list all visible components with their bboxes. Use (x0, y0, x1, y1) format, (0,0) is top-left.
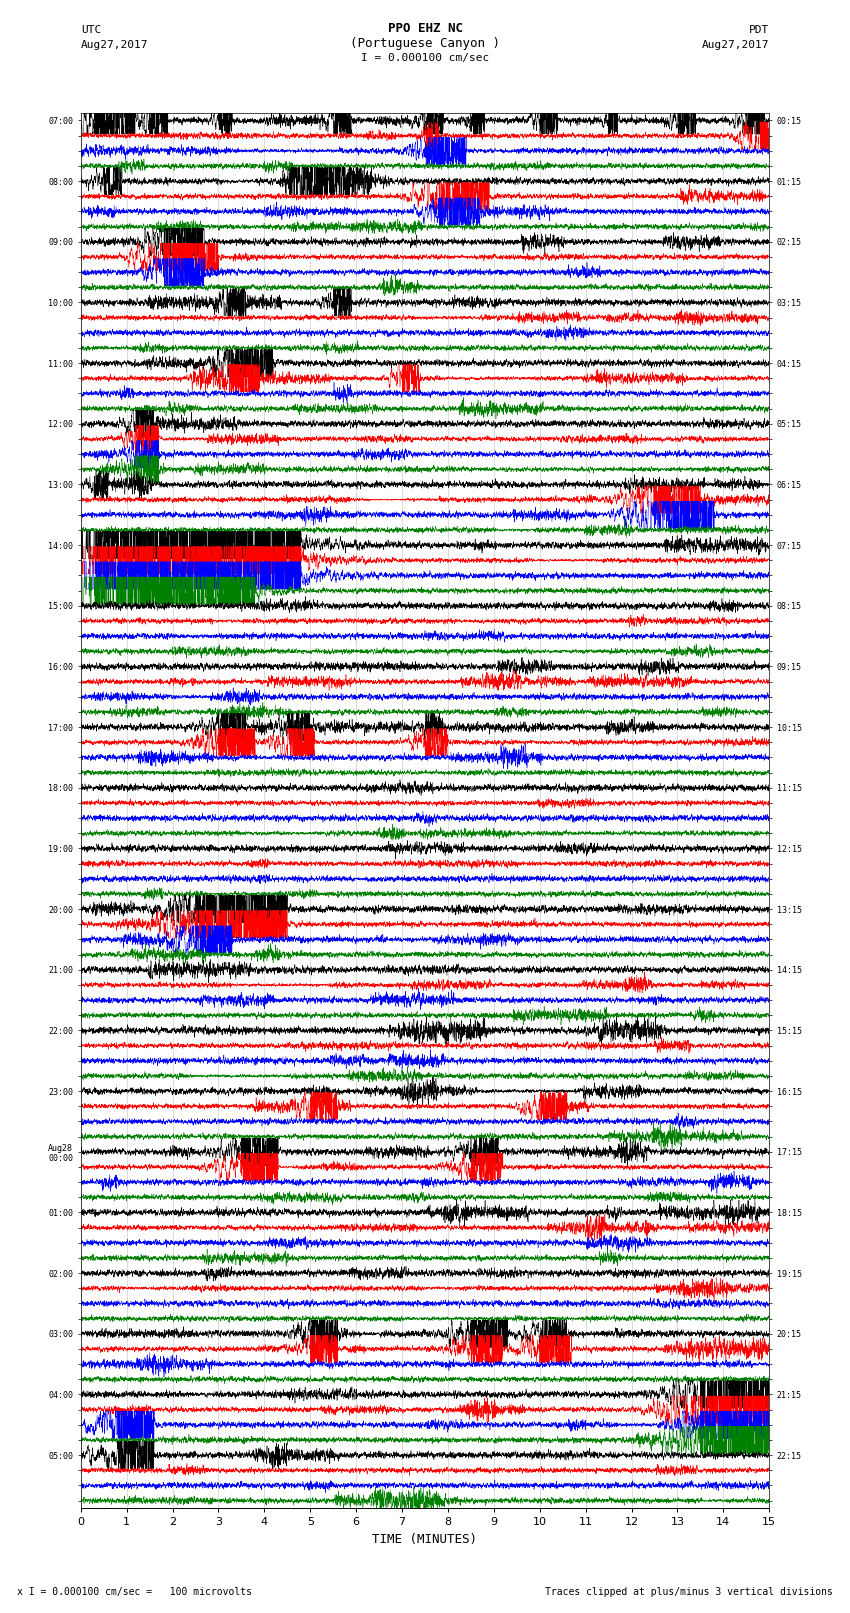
X-axis label: TIME (MINUTES): TIME (MINUTES) (372, 1532, 478, 1545)
Text: Aug27,2017: Aug27,2017 (81, 40, 148, 50)
Text: Aug27,2017: Aug27,2017 (702, 40, 769, 50)
Text: Traces clipped at plus/minus 3 vertical divisions: Traces clipped at plus/minus 3 vertical … (545, 1587, 833, 1597)
Text: PDT: PDT (749, 26, 769, 35)
Text: PPO EHZ NC: PPO EHZ NC (388, 23, 462, 35)
Text: UTC: UTC (81, 26, 101, 35)
Text: I = 0.000100 cm/sec: I = 0.000100 cm/sec (361, 53, 489, 63)
Text: (Portuguese Canyon ): (Portuguese Canyon ) (350, 37, 500, 50)
Text: x I = 0.000100 cm/sec =   100 microvolts: x I = 0.000100 cm/sec = 100 microvolts (17, 1587, 252, 1597)
